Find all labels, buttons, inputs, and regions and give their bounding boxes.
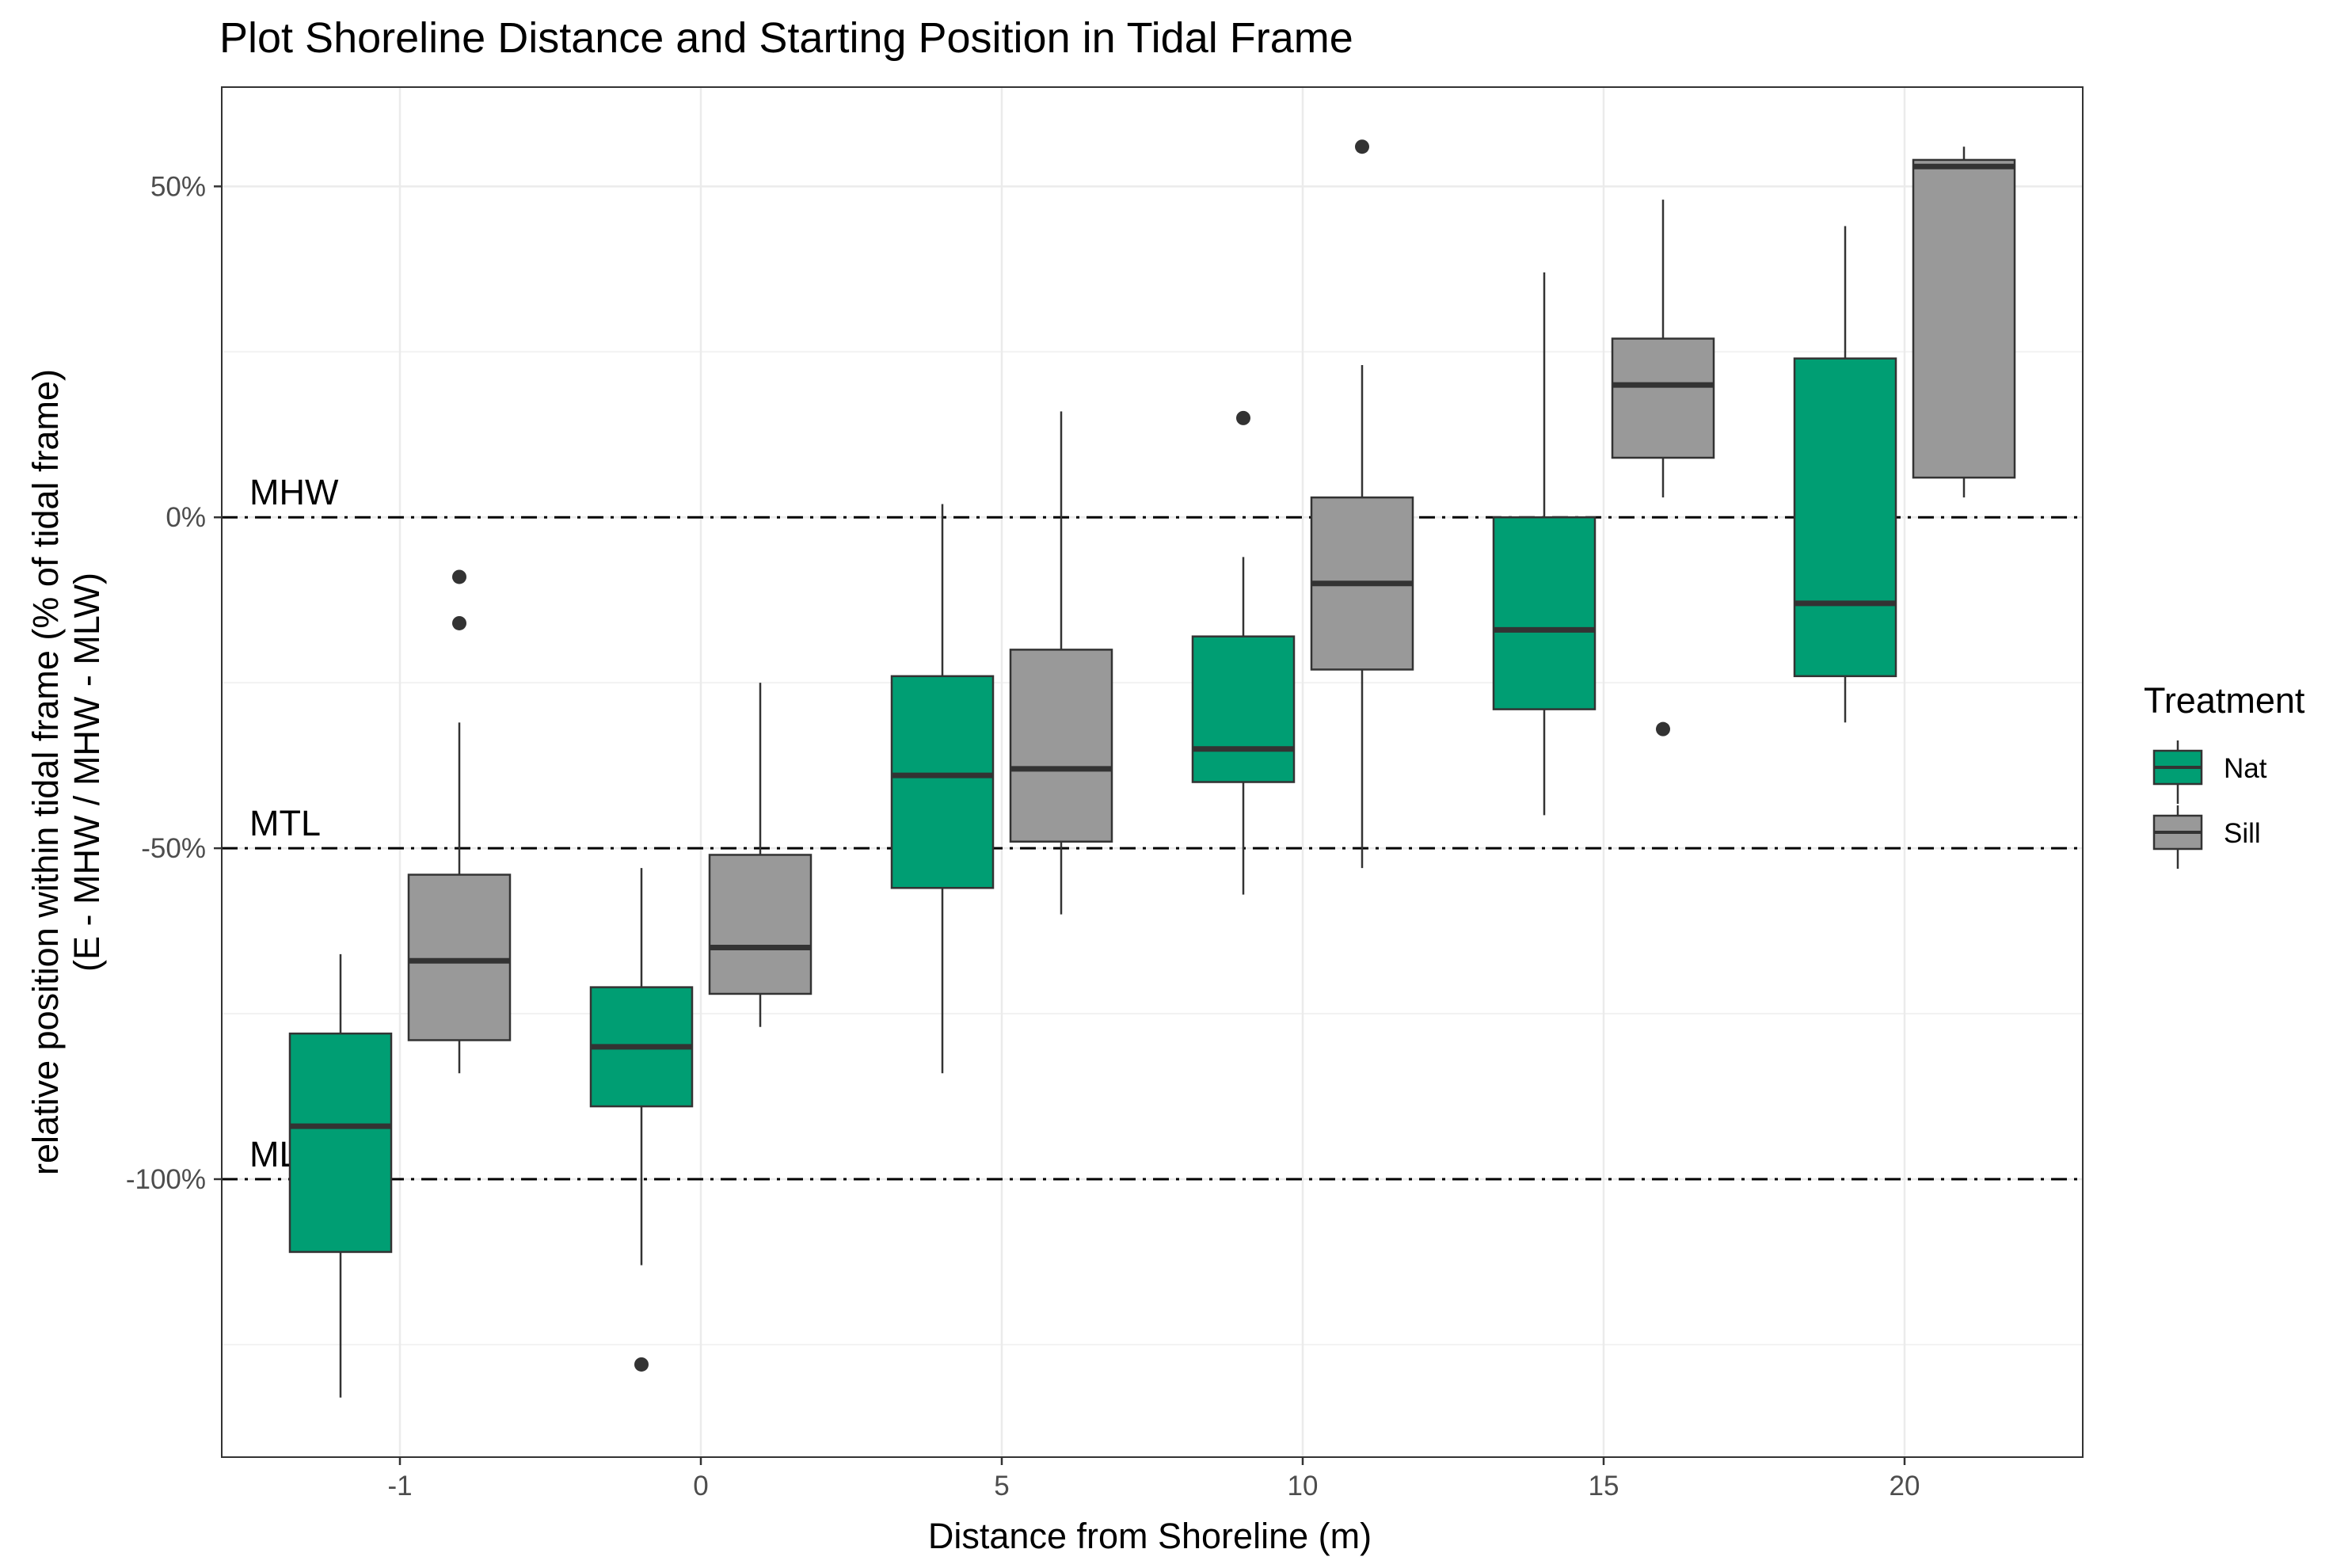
box-sill-5 — [1009, 411, 1113, 915]
box-body — [1191, 635, 1296, 783]
box-body — [288, 1032, 393, 1254]
outlier-point — [1355, 139, 1369, 154]
outlier-point — [452, 569, 466, 584]
box-body — [407, 873, 512, 1041]
box-sill-10 — [1310, 139, 1414, 869]
y-axis: 50% 0% -50% -100% — [126, 171, 222, 1195]
box-body — [890, 675, 995, 889]
x-tick-label: 5 — [994, 1471, 1009, 1501]
box-body — [1009, 649, 1113, 843]
chart-title: Plot Shoreline Distance and Starting Pos… — [219, 14, 1353, 62]
x-tick-label: -1 — [387, 1471, 412, 1501]
y-axis-title: relative position within tidal frame (% … — [25, 369, 107, 1175]
box-body — [1912, 158, 2016, 479]
boxplots — [288, 139, 2016, 1398]
legend-label-nat: Nat — [2224, 753, 2267, 784]
x-tick-label: 20 — [1890, 1471, 1920, 1501]
legend: Treatment Nat Sill — [2144, 680, 2305, 869]
x-tick-label: 15 — [1589, 1471, 1619, 1501]
box-sill--1 — [407, 569, 512, 1074]
legend-key-sill: Sill — [2152, 805, 2261, 869]
reference-label-mhw: MHW — [249, 472, 339, 512]
box-sill-0 — [708, 683, 813, 1027]
box-nat-0 — [589, 868, 694, 1372]
box-nat-20 — [1793, 226, 1897, 723]
box-body — [708, 854, 813, 995]
box-nat-10 — [1191, 410, 1296, 895]
box-nat--1 — [288, 953, 393, 1398]
y-axis-title-line-1: relative position within tidal frame (% … — [25, 369, 66, 1175]
box-sill-20 — [1912, 147, 2016, 498]
outlier-point — [452, 615, 466, 630]
y-tick-label: 50% — [150, 171, 206, 202]
box-body — [1492, 516, 1597, 710]
x-tick-label: 0 — [693, 1471, 708, 1501]
legend-label-sill: Sill — [2224, 818, 2261, 849]
y-tick-label: 0% — [166, 502, 206, 533]
reference-label-mtl: MTL — [249, 803, 321, 843]
box-sill-15 — [1611, 200, 1715, 736]
outlier-point — [1236, 410, 1250, 425]
y-tick-label: -100% — [126, 1164, 206, 1195]
x-axis-title: Distance from Shoreline (m) — [928, 1516, 1372, 1556]
outlier-point — [1656, 721, 1670, 736]
y-axis-title-line-2: (E - MHW / MHW - MLW) — [67, 573, 107, 972]
x-axis: -1 0 5 10 15 20 — [387, 1457, 1920, 1501]
x-tick-label: 10 — [1288, 1471, 1319, 1501]
plot-panel-border — [221, 86, 2084, 1458]
y-tick-label: -50% — [141, 833, 206, 864]
legend-title: Treatment — [2144, 680, 2305, 721]
outlier-point — [634, 1357, 649, 1372]
box-nat-5 — [890, 504, 995, 1074]
box-body — [1793, 357, 1897, 678]
box-nat-15 — [1492, 272, 1597, 816]
legend-key-nat: Nat — [2152, 740, 2267, 804]
box-body — [1611, 337, 1715, 459]
